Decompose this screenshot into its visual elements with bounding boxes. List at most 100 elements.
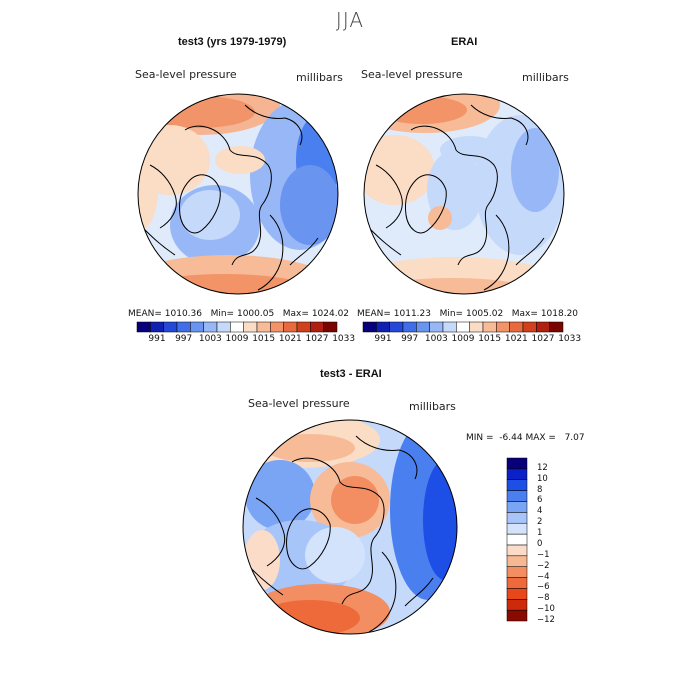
colorbar-tick-label: 10 [537,473,548,484]
colorbar-tick-label: 1009 [225,334,249,344]
stats-erai: MEAN= 1011.23 Min= 1005.02 Max= 1018.20 [357,309,579,319]
colorbar-tick-label: 991 [374,334,392,344]
colorbar-tick-label: 1015 [252,334,276,344]
stat-mean-erai: 1011.23 [393,309,431,319]
colorbar-tick-label: 1027 [531,334,555,344]
stats-diff: MIN = -6.44 MAX = 7.07 [466,433,585,443]
colorbar-tick-label: 12 [537,462,548,473]
colorbar-swatch [549,321,564,333]
colorbar-swatch [509,321,524,333]
colorbar-tick-label: 1003 [424,334,448,344]
coastlines-test3 [139,104,319,291]
variable-label-diff: Sea-level pressure [248,397,350,410]
colorbar-tick-label: 0 [537,538,543,549]
colorbar-swatch [482,321,497,333]
colorbar-tick-label: −2 [537,560,550,571]
season-title: JJA [335,8,365,32]
colorbar-tick-label: −10 [537,604,555,615]
colorbar-swatch [323,321,338,333]
colorbar-test3 [136,321,338,333]
colorbar-swatch [270,321,284,333]
map-erai [364,94,564,294]
colorbar-swatch [496,321,510,333]
colorbar-swatch [506,588,528,600]
colorbar-tick-label: 1009 [451,334,475,344]
colorbar-swatch [136,321,151,333]
colorbar-swatch [402,321,417,333]
colorbar-swatch [536,321,550,333]
colorbar-swatch [506,457,528,470]
colorbar-tick-label: 997 [175,334,193,344]
map-border-diff [242,419,458,635]
variable-label-test3: Sea-level pressure [135,68,237,81]
colorbar-swatch [442,321,457,333]
colorbar-tick-label: 997 [401,334,419,344]
colorbar-tick-label: 1 [537,528,543,539]
colorbar-tick-label: 1021 [278,334,302,344]
colorbar-swatch [506,468,528,480]
colorbar-swatch [506,512,528,524]
colorbar-tick-label: 991 [148,334,166,344]
colorbar-tick-label: 1033 [332,334,356,344]
panel-title-test3: test3 (yrs 1979-1979) [178,36,287,48]
colorbar-diff [506,457,528,622]
stats-test3: MEAN= 1010.36 Min= 1000.05 Max= 1024.02 [128,309,350,319]
colorbar-swatch [243,321,258,333]
colorbar-swatch [506,533,528,546]
colorbar-swatch [176,321,191,333]
colorbar-swatch [506,479,528,491]
colorbar-swatch [310,321,324,333]
colorbar-swatch [216,321,231,333]
colorbar-tick-label: 1015 [478,334,502,344]
units-label-test3: millibars [296,71,343,84]
panel-title-erai: ERAI [451,36,478,48]
colorbar-swatch [506,544,528,557]
colorbar-swatch [506,501,528,513]
units-label-diff: millibars [409,400,456,413]
colorbar-swatch [283,321,298,333]
colorbar-tick-label: −8 [537,593,550,604]
stat-mean-test3: 1010.36 [164,309,202,319]
colorbar-swatch [376,321,390,333]
colorbar-swatch [429,321,444,333]
colorbar-swatch [362,321,377,333]
colorbar-tick-label: −1 [537,549,550,560]
colorbar-swatch [190,321,204,333]
map-border-erai [363,93,565,295]
colorbar-tick-label: 8 [537,484,543,495]
colorbar-tick-label: −4 [537,571,550,582]
map-border-test3 [137,93,339,295]
colorbar-swatch [203,321,218,333]
units-label-erai: millibars [522,71,569,84]
panel-title-diff: test3 - ERAI [320,368,382,380]
colorbar-tick-label: 1003 [198,334,222,344]
colorbar-erai [362,321,564,333]
stat-max-erai: 1018.20 [540,309,579,319]
colorbar-swatch [506,599,528,611]
colorbar-swatch [506,490,528,502]
colorbar-swatch [389,321,404,333]
coastlines-diff [245,435,434,633]
colorbar-swatch [456,321,470,333]
colorbar-swatch [506,566,528,578]
colorbar-swatch [506,522,528,535]
colorbar-swatch [150,321,164,333]
stat-max-diff: 7.07 [564,433,585,443]
colorbar-swatch [469,321,484,333]
map-diff [243,420,457,634]
colorbar-swatch [522,321,537,333]
colorbar-tick-label: 6 [537,495,543,506]
stat-min-erai: 1005.02 [465,309,504,319]
colorbar-swatch [506,609,528,622]
colorbar-tick-label: 2 [537,517,543,528]
variable-label-erai: Sea-level pressure [361,68,463,81]
stat-min-test3: 1000.05 [236,309,275,319]
stat-max-test3: 1024.02 [311,309,350,319]
colorbar-tick-label: −6 [537,582,550,593]
colorbar-tick-label: −12 [537,615,555,625]
colorbar-swatch [230,321,244,333]
stat-min-diff: -6.44 [499,433,523,443]
colorbar-tick-label: 1021 [504,334,528,344]
colorbar-tick-label: 1027 [305,334,329,344]
